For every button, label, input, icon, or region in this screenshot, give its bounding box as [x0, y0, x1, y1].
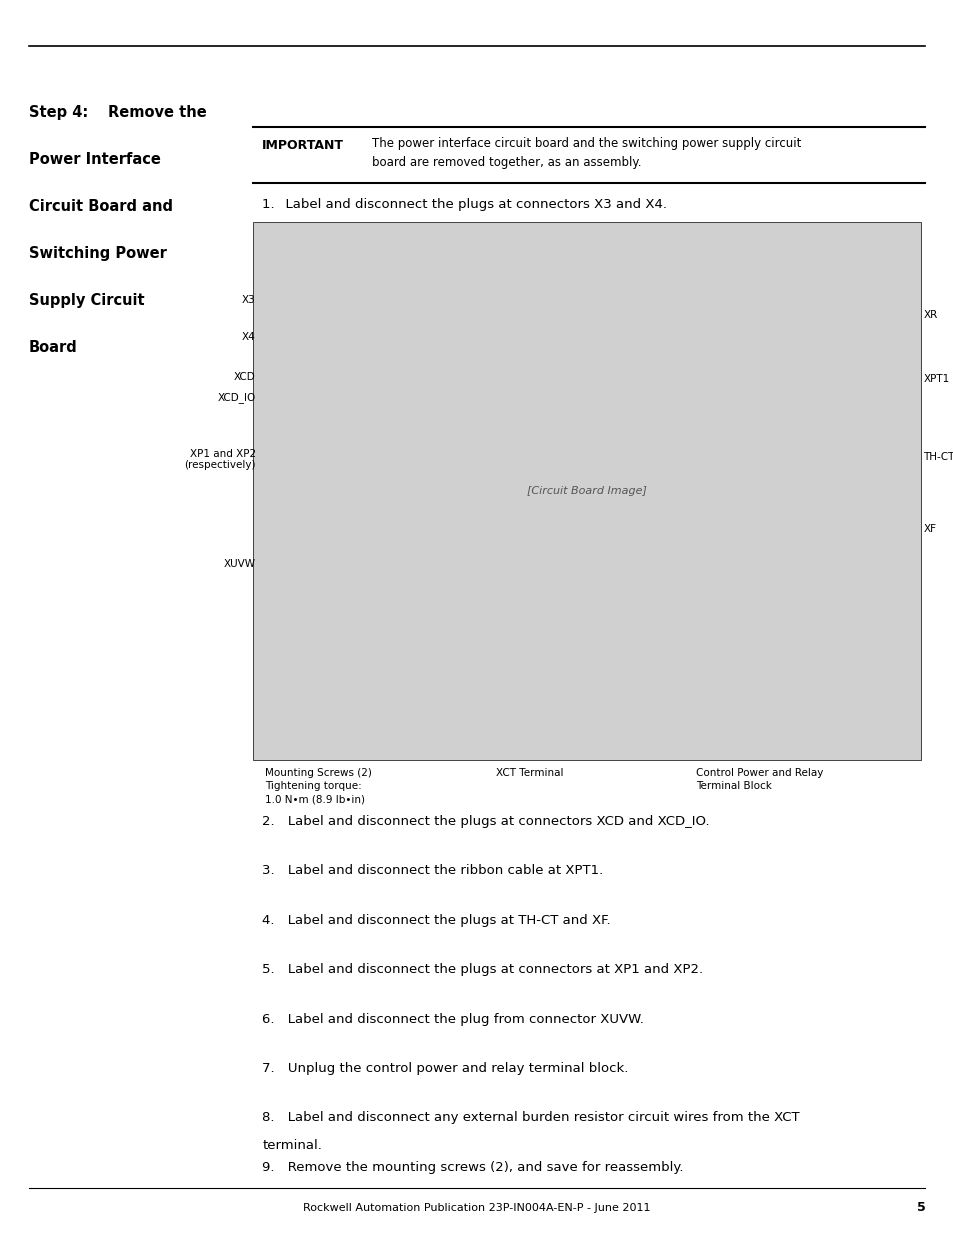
Text: Power Interface: Power Interface [29, 152, 160, 167]
Text: XPT1: XPT1 [923, 374, 949, 384]
Text: 8. Label and disconnect any external burden resistor circuit wires from the XCT: 8. Label and disconnect any external bur… [262, 1112, 800, 1125]
Text: Circuit Board and: Circuit Board and [29, 199, 172, 214]
Text: Supply Circuit: Supply Circuit [29, 293, 144, 308]
Text: 5: 5 [916, 1202, 924, 1214]
Text: 9. Remove the mounting screws (2), and save for reassembly.: 9. Remove the mounting screws (2), and s… [262, 1161, 683, 1174]
Text: Board: Board [29, 340, 77, 354]
Text: terminal.: terminal. [262, 1139, 322, 1152]
Text: 7. Unplug the control power and relay terminal block.: 7. Unplug the control power and relay te… [262, 1062, 628, 1076]
Text: XP1 and XP2
(respectively): XP1 and XP2 (respectively) [184, 448, 255, 471]
Text: 2. Label and disconnect the plugs at connectors XCD and XCD_IO.: 2. Label and disconnect the plugs at con… [262, 815, 709, 829]
Text: 3. Label and disconnect the ribbon cable at XPT1.: 3. Label and disconnect the ribbon cable… [262, 864, 603, 878]
Text: X3: X3 [242, 295, 255, 305]
Text: XCD: XCD [233, 372, 255, 382]
Text: board are removed together, as an assembly.: board are removed together, as an assemb… [372, 156, 640, 169]
Text: Step 4:  Remove the: Step 4: Remove the [29, 105, 206, 120]
Text: X4: X4 [242, 332, 255, 342]
Text: Rockwell Automation Publication 23P-IN004A-EN-P - June 2011: Rockwell Automation Publication 23P-IN00… [303, 1203, 650, 1213]
Text: Control Power and Relay
Terminal Block: Control Power and Relay Terminal Block [696, 768, 823, 792]
Text: 4. Label and disconnect the plugs at TH-CT and XF.: 4. Label and disconnect the plugs at TH-… [262, 914, 610, 927]
Text: 5. Label and disconnect the plugs at connectors at XP1 and XP2.: 5. Label and disconnect the plugs at con… [262, 963, 702, 977]
Text: 1.  Label and disconnect the plugs at connectors X3 and X4.: 1. Label and disconnect the plugs at con… [262, 198, 667, 211]
Text: TH-CT: TH-CT [923, 452, 953, 462]
Text: Mounting Screws (2)
Tightening torque:
1.0 N•m (8.9 lb•in): Mounting Screws (2) Tightening torque: 1… [265, 768, 372, 804]
Text: XR: XR [923, 310, 937, 320]
Text: The power interface circuit board and the switching power supply circuit: The power interface circuit board and th… [372, 137, 801, 151]
Text: XCD_IO: XCD_IO [217, 393, 255, 403]
Text: XF: XF [923, 524, 936, 534]
Text: XCT Terminal: XCT Terminal [496, 768, 562, 778]
Text: 6. Label and disconnect the plug from connector XUVW.: 6. Label and disconnect the plug from co… [262, 1013, 643, 1026]
Text: XUVW: XUVW [223, 559, 255, 569]
FancyBboxPatch shape [253, 222, 920, 760]
Text: [Circuit Board Image]: [Circuit Board Image] [526, 485, 646, 496]
Text: IMPORTANT: IMPORTANT [262, 138, 344, 152]
Text: Switching Power: Switching Power [29, 246, 167, 261]
